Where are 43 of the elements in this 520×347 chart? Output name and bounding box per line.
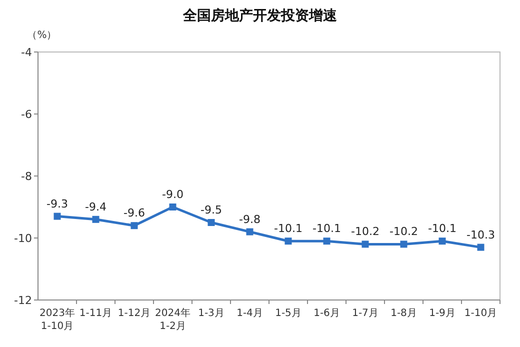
point	[208, 219, 215, 226]
point	[246, 228, 254, 236]
point	[54, 212, 61, 220]
x-tick-label: 1-8月	[390, 308, 417, 319]
point	[477, 244, 484, 251]
y-tick-label: -12	[14, 294, 32, 307]
point	[362, 240, 369, 248]
point	[92, 216, 100, 223]
x-tick-label: 1-10月	[464, 308, 498, 319]
data-label: -9.3	[46, 197, 68, 210]
y-tick-label: -6	[21, 108, 32, 121]
x-tick-label: 1-9月	[429, 308, 456, 319]
y-tick-label: -8	[21, 170, 32, 183]
x-tick-label: 1-6月	[314, 308, 340, 319]
data-label: -10.2	[351, 225, 380, 238]
data-label: -9.8	[239, 212, 260, 226]
data-label: -9.5	[200, 204, 222, 216]
x-tick-label: 1-7月	[352, 308, 378, 319]
x-tick-label: 2023年 1-10月	[40, 307, 75, 332]
x-tick-label: 1-3月	[198, 308, 224, 319]
data-label: -9.6	[124, 206, 145, 220]
data-label: -9.4	[85, 200, 106, 214]
x-tick-label: 1-4月	[236, 308, 263, 319]
y-tick-label: -4	[21, 46, 32, 59]
point	[400, 240, 408, 248]
y-tick-label: -10	[14, 232, 32, 245]
chart-title: 全国房地产开发投资增速	[182, 7, 338, 24]
point	[284, 238, 292, 245]
y-axis-title: （%）	[27, 30, 57, 41]
point	[130, 222, 138, 230]
x-tick-label: 1-11月	[79, 308, 112, 319]
data-label: -10.2	[390, 225, 418, 238]
data-label: -10.3	[466, 228, 495, 242]
data-label: -10.1	[428, 222, 456, 236]
x-tick-label: 1-12月	[118, 308, 151, 319]
point	[438, 238, 446, 245]
data-label: -10.1	[312, 222, 341, 236]
x-tick-label: 1-5月	[275, 308, 302, 319]
point	[323, 238, 330, 245]
data-label: -10.1	[274, 222, 302, 236]
point	[169, 204, 176, 210]
x-tick-label: 2024年 1-2月	[155, 307, 190, 332]
data-label: -9.0	[162, 188, 184, 201]
